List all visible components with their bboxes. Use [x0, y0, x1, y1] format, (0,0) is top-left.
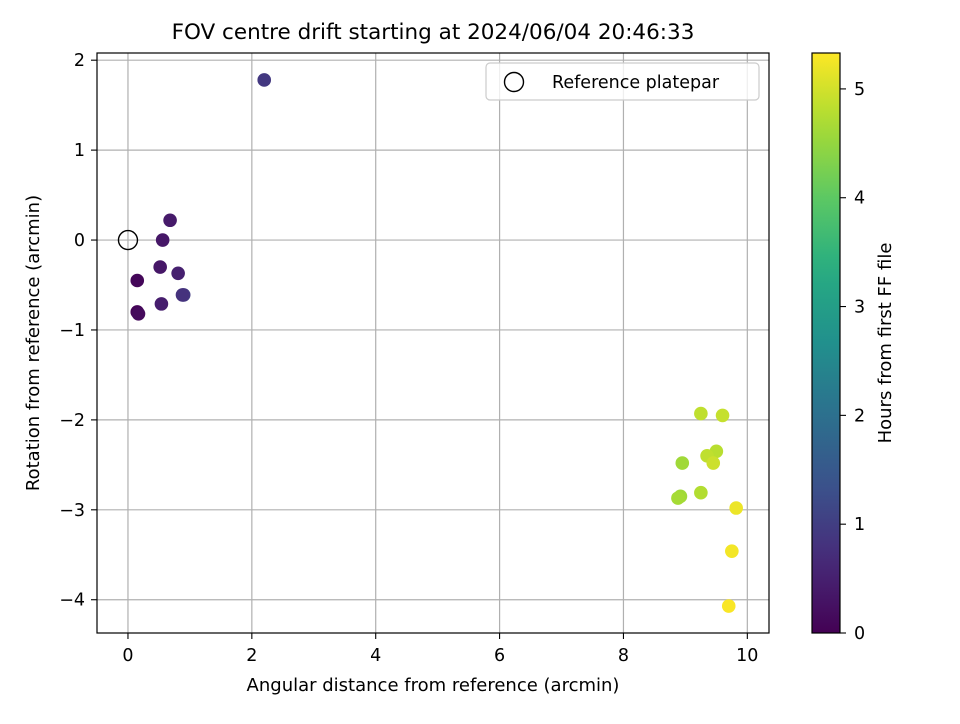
- colorbar-tick-label: 5: [854, 80, 865, 100]
- data-point: [721, 599, 736, 613]
- chart-title: FOV centre drift starting at 2024/06/04 …: [172, 20, 695, 45]
- data-point: [171, 266, 185, 281]
- x-axis: 0 2 4 6 8 10: [122, 633, 758, 666]
- data-point: [154, 297, 169, 311]
- data-point: [694, 485, 708, 500]
- y-tick-label: −4: [59, 591, 85, 611]
- legend-label: Reference platepar: [552, 73, 720, 93]
- colorbar-tick-label: 1: [854, 515, 865, 535]
- x-tick-label: 2: [246, 646, 257, 666]
- x-tick-label: 4: [370, 646, 381, 666]
- colorbar: 0 1 2 3 4 5 Hours from first FF file: [811, 52, 896, 644]
- data-points: [130, 73, 743, 613]
- legend-marker-open-circle: [503, 71, 525, 93]
- x-tick-label: 6: [494, 646, 505, 666]
- data-point: [715, 408, 730, 423]
- x-tick-label: 8: [618, 646, 629, 666]
- colorbar-tick-label: 2: [854, 406, 865, 426]
- colorbar-tick-label: 0: [854, 624, 865, 644]
- plot-frame: [96, 52, 770, 634]
- y-axis: −4 −3 −2 −1 0 1 2: [59, 51, 97, 611]
- data-point: [675, 456, 690, 470]
- y-tick-label: −3: [59, 501, 85, 521]
- data-point: [725, 544, 739, 558]
- plot-background: [97, 53, 769, 633]
- data-point: [671, 491, 685, 505]
- data-point: [155, 233, 170, 247]
- colorbar-label: Hours from first FF file: [875, 243, 896, 444]
- x-tick-label: 0: [122, 646, 133, 666]
- data-point: [130, 273, 145, 288]
- legend-box: [485, 62, 760, 101]
- data-point: [694, 406, 708, 421]
- data-point: [706, 456, 721, 470]
- colorbar-ticks: 0 1 2 3 4 5: [840, 80, 865, 644]
- y-tick-label: 2: [74, 51, 85, 71]
- legend: Reference platepar: [485, 62, 760, 101]
- colorbar-gradient: [812, 53, 840, 633]
- data-point: [257, 73, 272, 87]
- y-tick-label: 1: [74, 141, 85, 161]
- data-point: [153, 260, 167, 274]
- x-tick-label: 10: [736, 646, 758, 666]
- y-tick-label: 0: [74, 231, 85, 251]
- data-point: [131, 306, 146, 321]
- plot-area: [96, 52, 770, 634]
- data-point: [163, 213, 177, 228]
- y-tick-label: −1: [59, 321, 85, 341]
- data-point: [729, 501, 743, 515]
- colorbar-tick-label: 3: [854, 298, 865, 318]
- colorbar-tick-label: 4: [854, 189, 865, 209]
- x-axis-label: Angular distance from reference (arcmin): [247, 675, 620, 696]
- reference-platepar-marker: [117, 229, 139, 251]
- grid-lines: [97, 53, 769, 633]
- y-tick-label: −2: [59, 411, 85, 431]
- data-point: [175, 288, 190, 302]
- y-axis-label: Rotation from reference (arcmin): [23, 195, 44, 491]
- colorbar-frame: [811, 52, 841, 634]
